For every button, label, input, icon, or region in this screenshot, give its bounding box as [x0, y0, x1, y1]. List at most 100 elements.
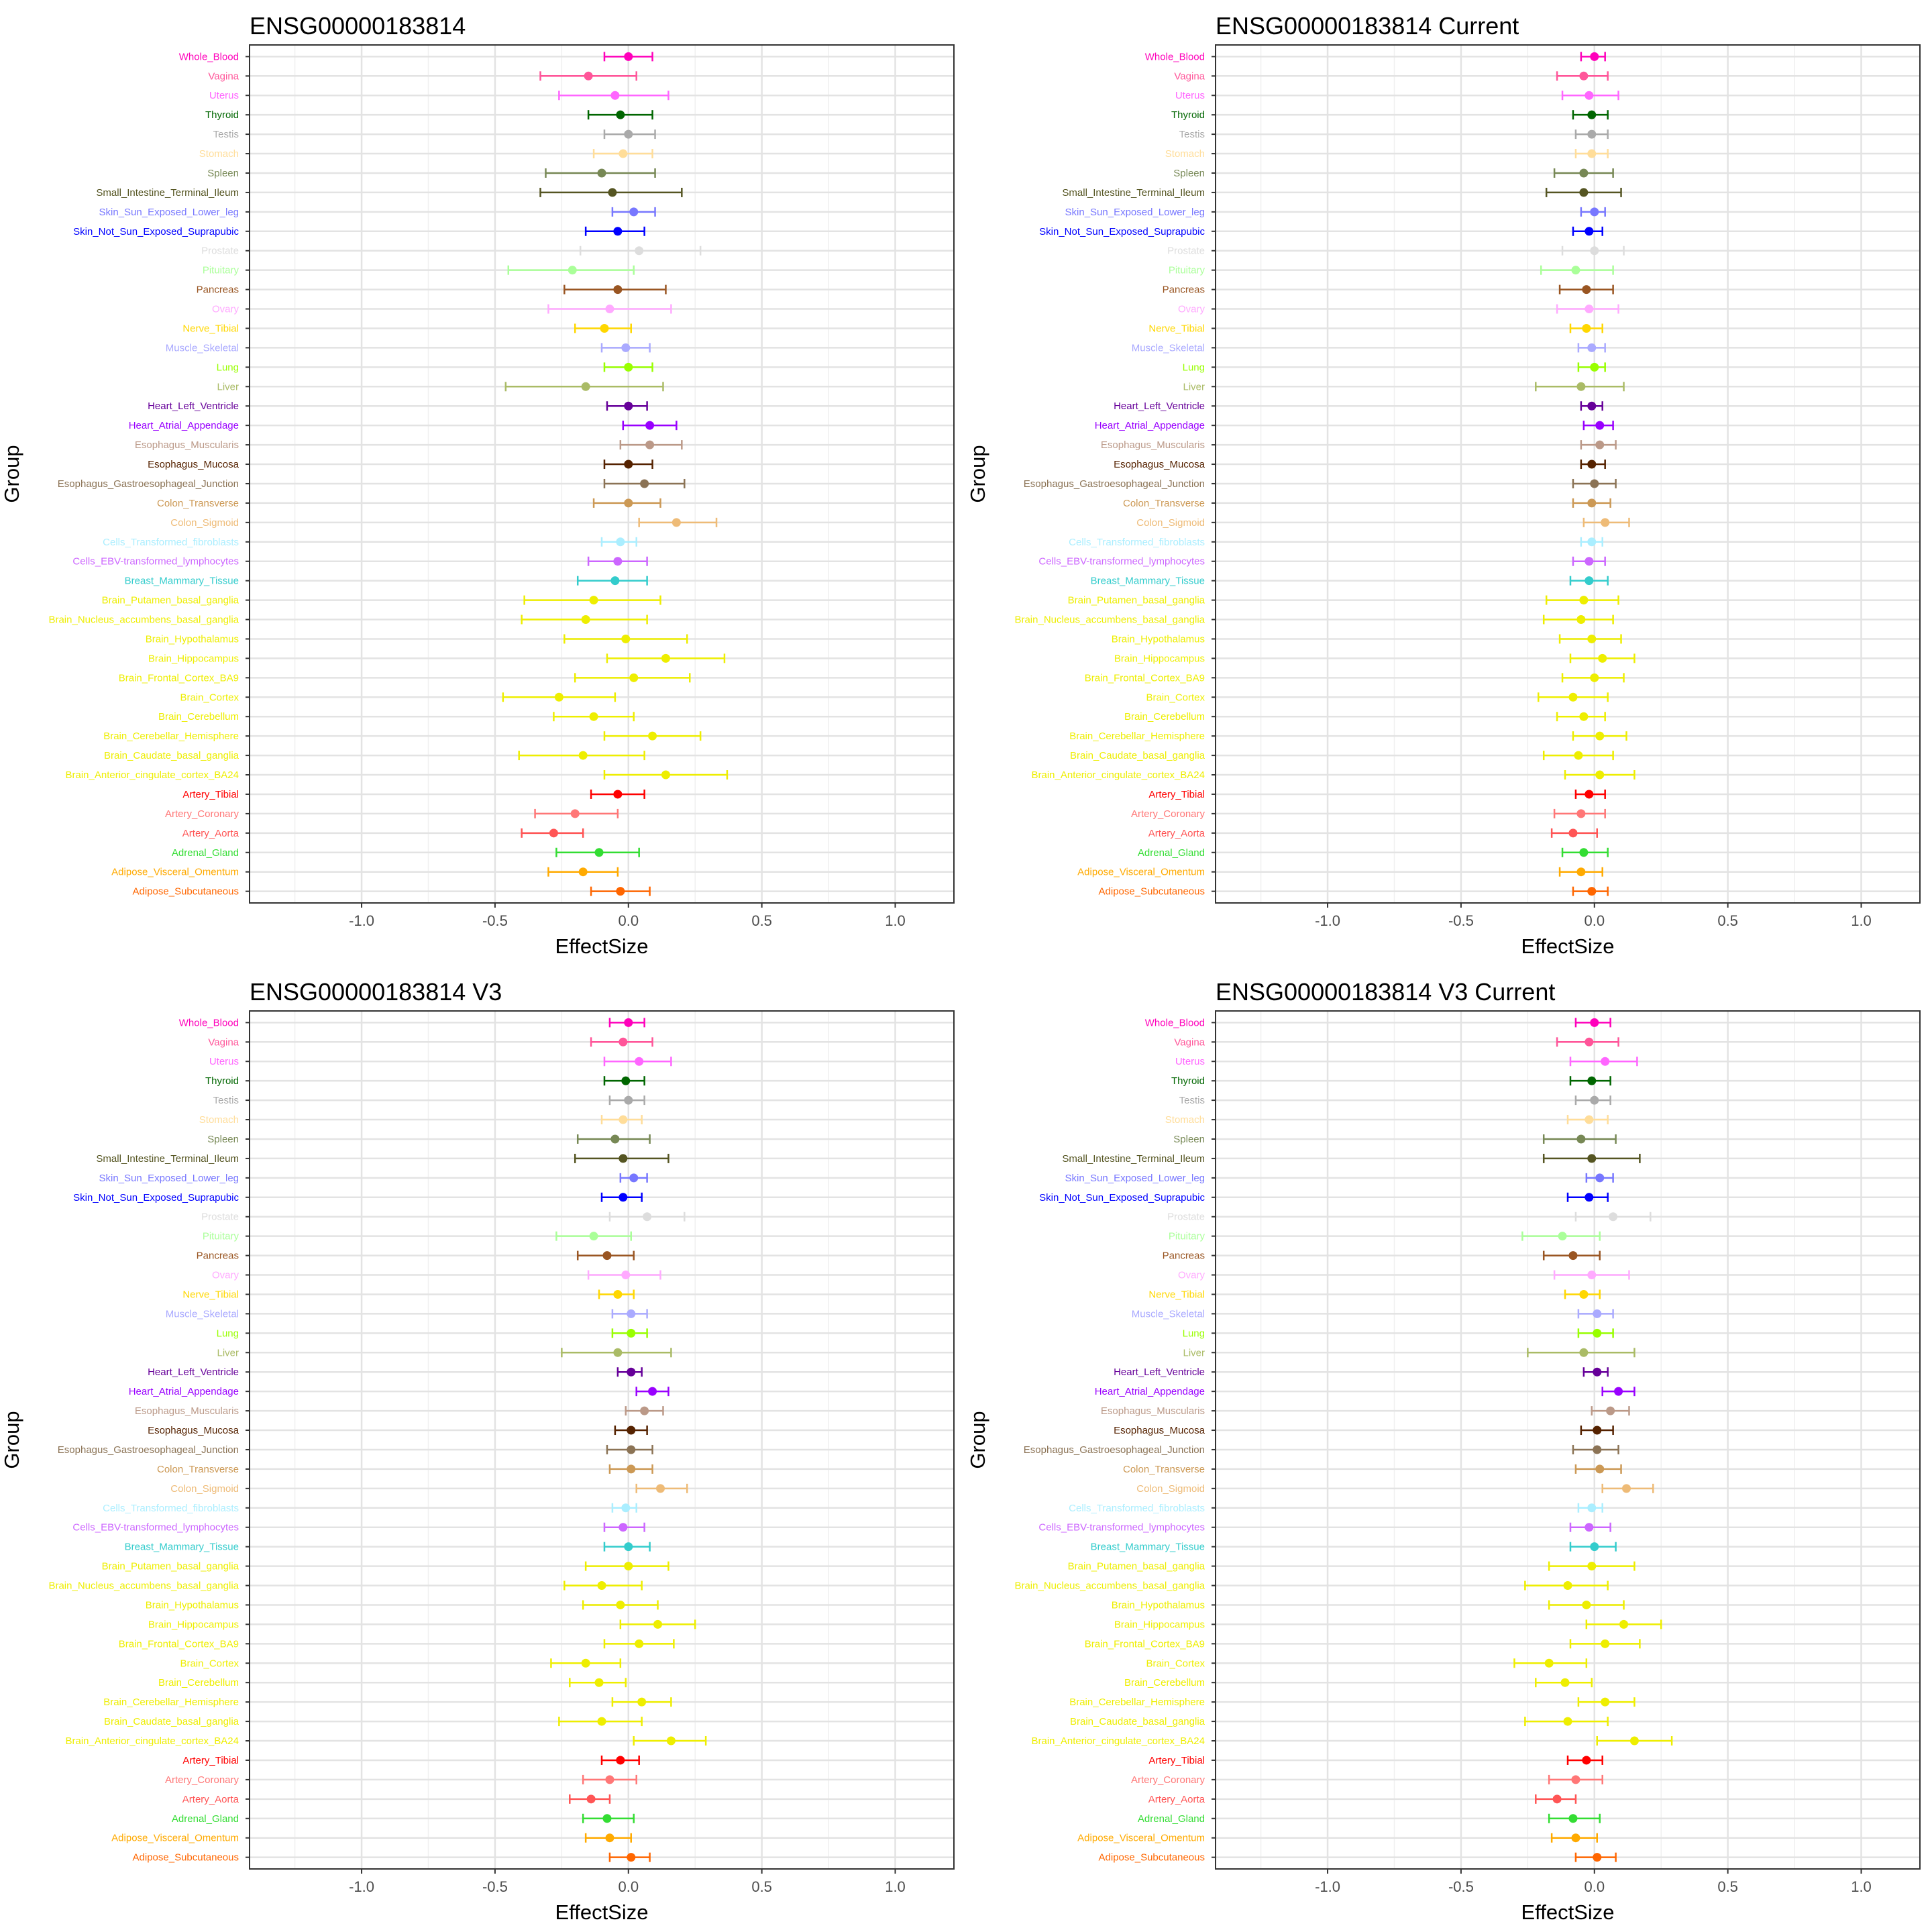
effect-point	[624, 52, 633, 61]
y-tick-label: Pituitary	[203, 265, 239, 276]
effect-point	[568, 266, 577, 275]
y-tick-label: Testis	[1179, 1095, 1205, 1106]
y-tick-label: Artery_Aorta	[1148, 828, 1205, 839]
y-tick-label: Muscle_Skeletal	[166, 342, 239, 354]
effect-point	[1587, 887, 1597, 896]
effect-point	[594, 1678, 604, 1687]
y-tick-label: Brain_Cerebellum	[158, 711, 239, 722]
effect-point	[1585, 227, 1594, 236]
y-tick-label: Colon_Transverse	[157, 498, 239, 509]
y-tick-label: Brain_Cerebellum	[158, 1677, 239, 1688]
y-tick-label: Whole_Blood	[179, 51, 239, 62]
effect-point	[1587, 537, 1597, 547]
y-tick-label: Brain_Cerebellum	[1124, 1677, 1205, 1688]
effect-point	[645, 440, 655, 449]
effect-point	[1590, 246, 1599, 256]
y-tick-label: Artery_Coronary	[1131, 1774, 1205, 1786]
effect-point	[624, 401, 633, 411]
y-tick-label: Muscle_Skeletal	[1132, 1308, 1205, 1320]
effect-point	[1609, 1212, 1618, 1222]
y-tick-label: Brain_Cortex	[1146, 692, 1205, 703]
effect-point	[1585, 557, 1594, 566]
y-tick-label: Esophagus_Muscularis	[1101, 1405, 1205, 1417]
x-tick-label: 1.0	[1851, 912, 1872, 929]
effect-point	[1571, 266, 1580, 275]
effect-point	[627, 1367, 636, 1377]
effect-point	[1560, 1678, 1570, 1687]
effect-point	[1595, 1464, 1605, 1474]
y-tick-label: Brain_Hypothalamus	[146, 633, 239, 645]
effect-point	[619, 1193, 628, 1202]
effect-point	[602, 1814, 612, 1823]
effect-point	[1582, 1756, 1591, 1765]
x-tick-label: 1.0	[885, 912, 906, 929]
effect-point	[584, 71, 593, 80]
y-tick-label: Adipose_Subcutaneous	[133, 1852, 239, 1864]
y-tick-label: Esophagus_Mucosa	[148, 1425, 239, 1436]
effect-point	[672, 518, 681, 527]
x-tick-label: -1.0	[1315, 912, 1340, 929]
y-tick-label: Vagina	[208, 1036, 239, 1048]
y-tick-label: Brain_Caudate_basal_ganglia	[1070, 750, 1205, 761]
y-tick-label: Spleen	[207, 1134, 239, 1145]
effect-point	[1590, 52, 1599, 61]
effect-point	[1576, 1134, 1586, 1144]
effect-point	[1593, 1426, 1602, 1435]
y-tick-label: Skin_Sun_Exposed_Lower_leg	[1065, 1173, 1205, 1184]
effect-point	[635, 246, 644, 256]
effect-point	[1587, 1076, 1597, 1085]
forest-panel-2: Whole_Blood Vagina Uterus Thyroid Testis Stom…	[966, 12, 1921, 958]
effect-point	[586, 1794, 596, 1804]
y-tick-label: Brain_Frontal_Cortex_BA9	[1085, 672, 1205, 684]
effect-point	[619, 1154, 628, 1163]
effect-point	[1587, 129, 1597, 139]
y-tick-label: Brain_Putamen_basal_ganglia	[102, 1561, 239, 1572]
effect-point	[624, 1562, 633, 1571]
panel-title: ENSG00000183814 V3 Current	[1216, 978, 1555, 1006]
panel-background	[250, 1011, 954, 1869]
effect-point	[610, 576, 620, 586]
effect-point	[589, 1232, 598, 1241]
y-tick-label: Artery_Aorta	[182, 1794, 239, 1805]
effect-point	[616, 1756, 625, 1765]
y-tick-label: Prostate	[1167, 1212, 1205, 1223]
y-tick-label: Thyroid	[1171, 1075, 1205, 1087]
y-tick-label: Heart_Atrial_Appendage	[1095, 420, 1205, 431]
y-tick-label: Esophagus_Muscularis	[135, 439, 239, 451]
y-tick-label: Colon_Transverse	[157, 1464, 239, 1475]
effect-point	[1582, 285, 1591, 294]
effect-point	[578, 867, 588, 877]
effect-point	[643, 1212, 652, 1222]
y-tick-label: Skin_Not_Sun_Exposed_Suprapubic	[73, 226, 239, 237]
y-tick-label: Esophagus_Gastroesophageal_Junction	[58, 478, 239, 490]
y-tick-label: Colon_Sigmoid	[170, 1483, 239, 1495]
y-tick-label: Adipose_Subcutaneous	[1099, 886, 1205, 898]
y-tick-label: Heart_Left_Ventricle	[148, 400, 239, 412]
y-tick-label: Esophagus_Gastroesophageal_Junction	[1024, 1444, 1205, 1456]
forest-panel-3: Whole_Blood Vagina Uterus Thyroid Testis Stom…	[0, 978, 955, 1924]
effect-point	[605, 305, 614, 314]
y-tick-label: Brain_Putamen_basal_ganglia	[1068, 595, 1205, 606]
effect-point	[619, 149, 628, 158]
effect-point	[1590, 479, 1599, 488]
x-tick-label: -1.0	[349, 1878, 374, 1895]
y-tick-label: Brain_Hippocampus	[1114, 653, 1205, 664]
y-tick-label: Ovary	[1178, 1270, 1205, 1281]
y-tick-label: Brain_Frontal_Cortex_BA9	[119, 1638, 239, 1650]
effect-point	[1614, 1387, 1623, 1396]
effect-point	[613, 557, 623, 566]
effect-point	[581, 615, 590, 625]
y-tick-label: Brain_Caudate_basal_ganglia	[1070, 1716, 1205, 1727]
y-tick-label: Stomach	[199, 148, 239, 160]
effect-point	[1544, 1658, 1554, 1668]
y-tick-label: Spleen	[207, 168, 239, 179]
effect-point	[1593, 1367, 1602, 1377]
y-tick-label: Breast_Mammary_Tissue	[1091, 1542, 1205, 1553]
y-tick-label: Artery_Coronary	[1131, 808, 1205, 820]
x-tick-label: 0.0	[618, 912, 639, 929]
y-tick-label: Brain_Nucleus_accumbens_basal_ganglia	[48, 614, 239, 626]
y-tick-label: Thyroid	[205, 1075, 239, 1087]
y-tick-label: Heart_Atrial_Appendage	[1095, 1386, 1205, 1397]
y-axis-title: Group	[0, 445, 23, 502]
